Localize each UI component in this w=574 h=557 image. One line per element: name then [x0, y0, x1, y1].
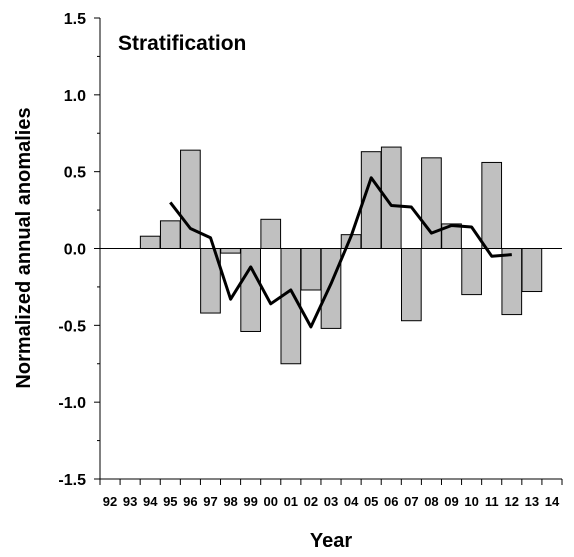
x-tick-label: 04	[344, 494, 359, 509]
y-tick-label: -1.5	[58, 472, 86, 489]
x-tick-label: 08	[424, 494, 438, 509]
x-tick-label: 12	[505, 494, 519, 509]
bar	[521, 248, 543, 293]
x-tick-label: 06	[384, 494, 398, 509]
y-tick-label: 0.0	[64, 242, 86, 259]
x-tick-label: 01	[284, 494, 298, 509]
x-tick-label: 97	[203, 494, 217, 509]
x-tick-label: 03	[324, 494, 338, 509]
bar	[220, 248, 241, 254]
x-tick-label: 95	[163, 494, 177, 509]
y-ticks: -1.5 -1.0 -0.5 0.0 0.5 1.0 1.5	[58, 11, 100, 489]
x-tick-label: 94	[143, 494, 158, 509]
x-tick-label: 02	[304, 494, 318, 509]
bar	[159, 220, 181, 249]
x-axis-label: Year	[310, 530, 352, 552]
y-tick-label: 1.0	[64, 88, 86, 105]
bar	[240, 248, 261, 332]
y-tick-label: 1.5	[64, 11, 86, 28]
bar	[401, 248, 422, 322]
chart-title: Stratification	[118, 32, 246, 55]
x-tick-label: 10	[464, 494, 478, 509]
bar	[280, 248, 302, 365]
bar	[481, 161, 503, 250]
bar	[139, 235, 161, 249]
bar	[501, 248, 523, 316]
x-ticks: 92 93 94 95 96 97 98 99 00 01 02 03 04 05 06 07 08 09 10 11…	[99, 479, 563, 509]
trend-line	[169, 176, 512, 329]
x-tick-label: 99	[243, 494, 257, 509]
x-tick-label: 96	[183, 494, 197, 509]
bar	[461, 248, 482, 296]
x-tick-label: 13	[525, 494, 539, 509]
x-tick-label: 93	[123, 494, 137, 509]
bar-series	[139, 146, 543, 365]
y-tick-label: 0.5	[64, 165, 86, 182]
x-tick-label: 09	[444, 494, 458, 509]
x-tick-label: 14	[545, 494, 560, 509]
y-tick-label: -0.5	[58, 318, 86, 335]
bar	[421, 157, 442, 249]
x-tick-label: 07	[404, 494, 418, 509]
x-tick-label: 05	[364, 494, 378, 509]
bar	[260, 218, 282, 249]
bar	[300, 248, 322, 291]
y-tick-label: -1.0	[58, 395, 86, 412]
x-tick-label: 00	[264, 494, 278, 509]
x-tick-label: 11	[485, 494, 499, 509]
y-axis-label: Normalized annual anomalies	[13, 107, 35, 388]
bar	[180, 149, 201, 249]
bar	[320, 248, 342, 329]
x-tick-label: 92	[103, 494, 117, 509]
x-tick-label: 98	[223, 494, 237, 509]
